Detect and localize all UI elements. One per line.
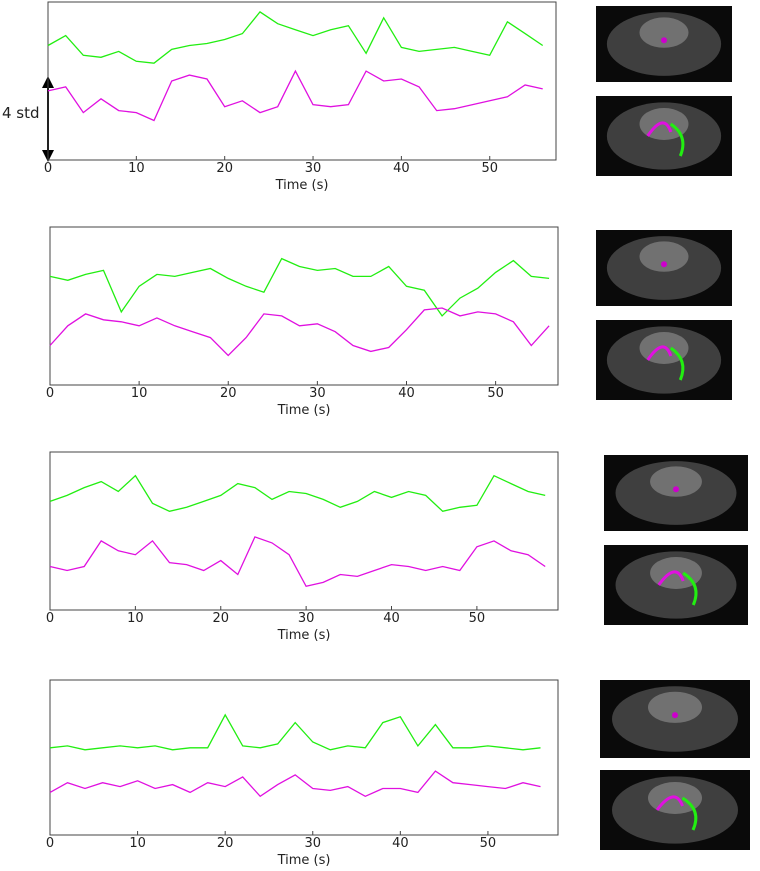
trace-line — [49, 307, 550, 357]
x-tick-label: 20 — [220, 386, 237, 401]
x-tick-label: 30 — [309, 386, 326, 401]
roi-green — [682, 571, 698, 606]
trace-line — [49, 713, 541, 751]
trace-line — [49, 257, 550, 317]
roi-spot — [661, 37, 667, 44]
x-tick-label: 40 — [392, 836, 409, 851]
x-tick-label: 30 — [298, 611, 315, 626]
brain-tissue — [650, 466, 702, 497]
x-tick-label: 0 — [46, 836, 54, 851]
x-tick-label: 50 — [481, 161, 498, 176]
trace-line — [47, 11, 544, 64]
roi-green — [669, 346, 685, 381]
plot-frame — [49, 679, 559, 836]
roi-spot — [661, 261, 667, 268]
x-tick-label: 30 — [305, 161, 322, 176]
x-tick-label: 20 — [216, 161, 233, 176]
plot-frame — [49, 451, 559, 611]
x-tick-label: 10 — [129, 836, 146, 851]
x-tick-label: 50 — [487, 386, 504, 401]
brain-tissue — [639, 17, 689, 48]
x-tick-label: 20 — [217, 836, 234, 851]
x-tick-label: 50 — [469, 611, 486, 626]
x-axis-label: Time (s) — [277, 403, 331, 418]
brain-tissue — [639, 241, 689, 272]
x-axis-label: Time (s) — [275, 178, 329, 193]
roi-spot — [673, 486, 679, 493]
roi-green — [669, 122, 685, 157]
x-tick-label: 30 — [304, 836, 321, 851]
x-axis-label: Time (s) — [277, 628, 331, 643]
roi-magenta — [646, 121, 673, 137]
roi-spot — [672, 712, 678, 719]
trace-line — [49, 474, 546, 513]
trace-line — [49, 770, 541, 798]
x-tick-label: 0 — [46, 386, 54, 401]
roi-magenta — [646, 345, 673, 361]
x-tick-label: 40 — [383, 611, 400, 626]
x-tick-label: 0 — [44, 161, 52, 176]
roi-magenta — [657, 570, 685, 586]
trace-line — [49, 536, 546, 588]
x-axis-label: Time (s) — [277, 853, 331, 867]
x-tick-label: 0 — [46, 611, 54, 626]
x-tick-label: 10 — [127, 611, 144, 626]
roi-magenta — [655, 795, 684, 811]
annotation: 4 std — [2, 104, 40, 122]
plot-frame — [49, 226, 559, 386]
x-tick-label: 20 — [212, 611, 229, 626]
x-tick-label: 40 — [393, 161, 410, 176]
trace-line — [47, 69, 543, 122]
x-tick-label: 10 — [128, 161, 145, 176]
x-tick-label: 50 — [480, 836, 497, 851]
x-tick-label: 40 — [398, 386, 415, 401]
brain-tissue — [648, 691, 702, 723]
plot-frame — [47, 1, 557, 161]
x-tick-label: 10 — [131, 386, 148, 401]
roi-green — [681, 796, 698, 831]
